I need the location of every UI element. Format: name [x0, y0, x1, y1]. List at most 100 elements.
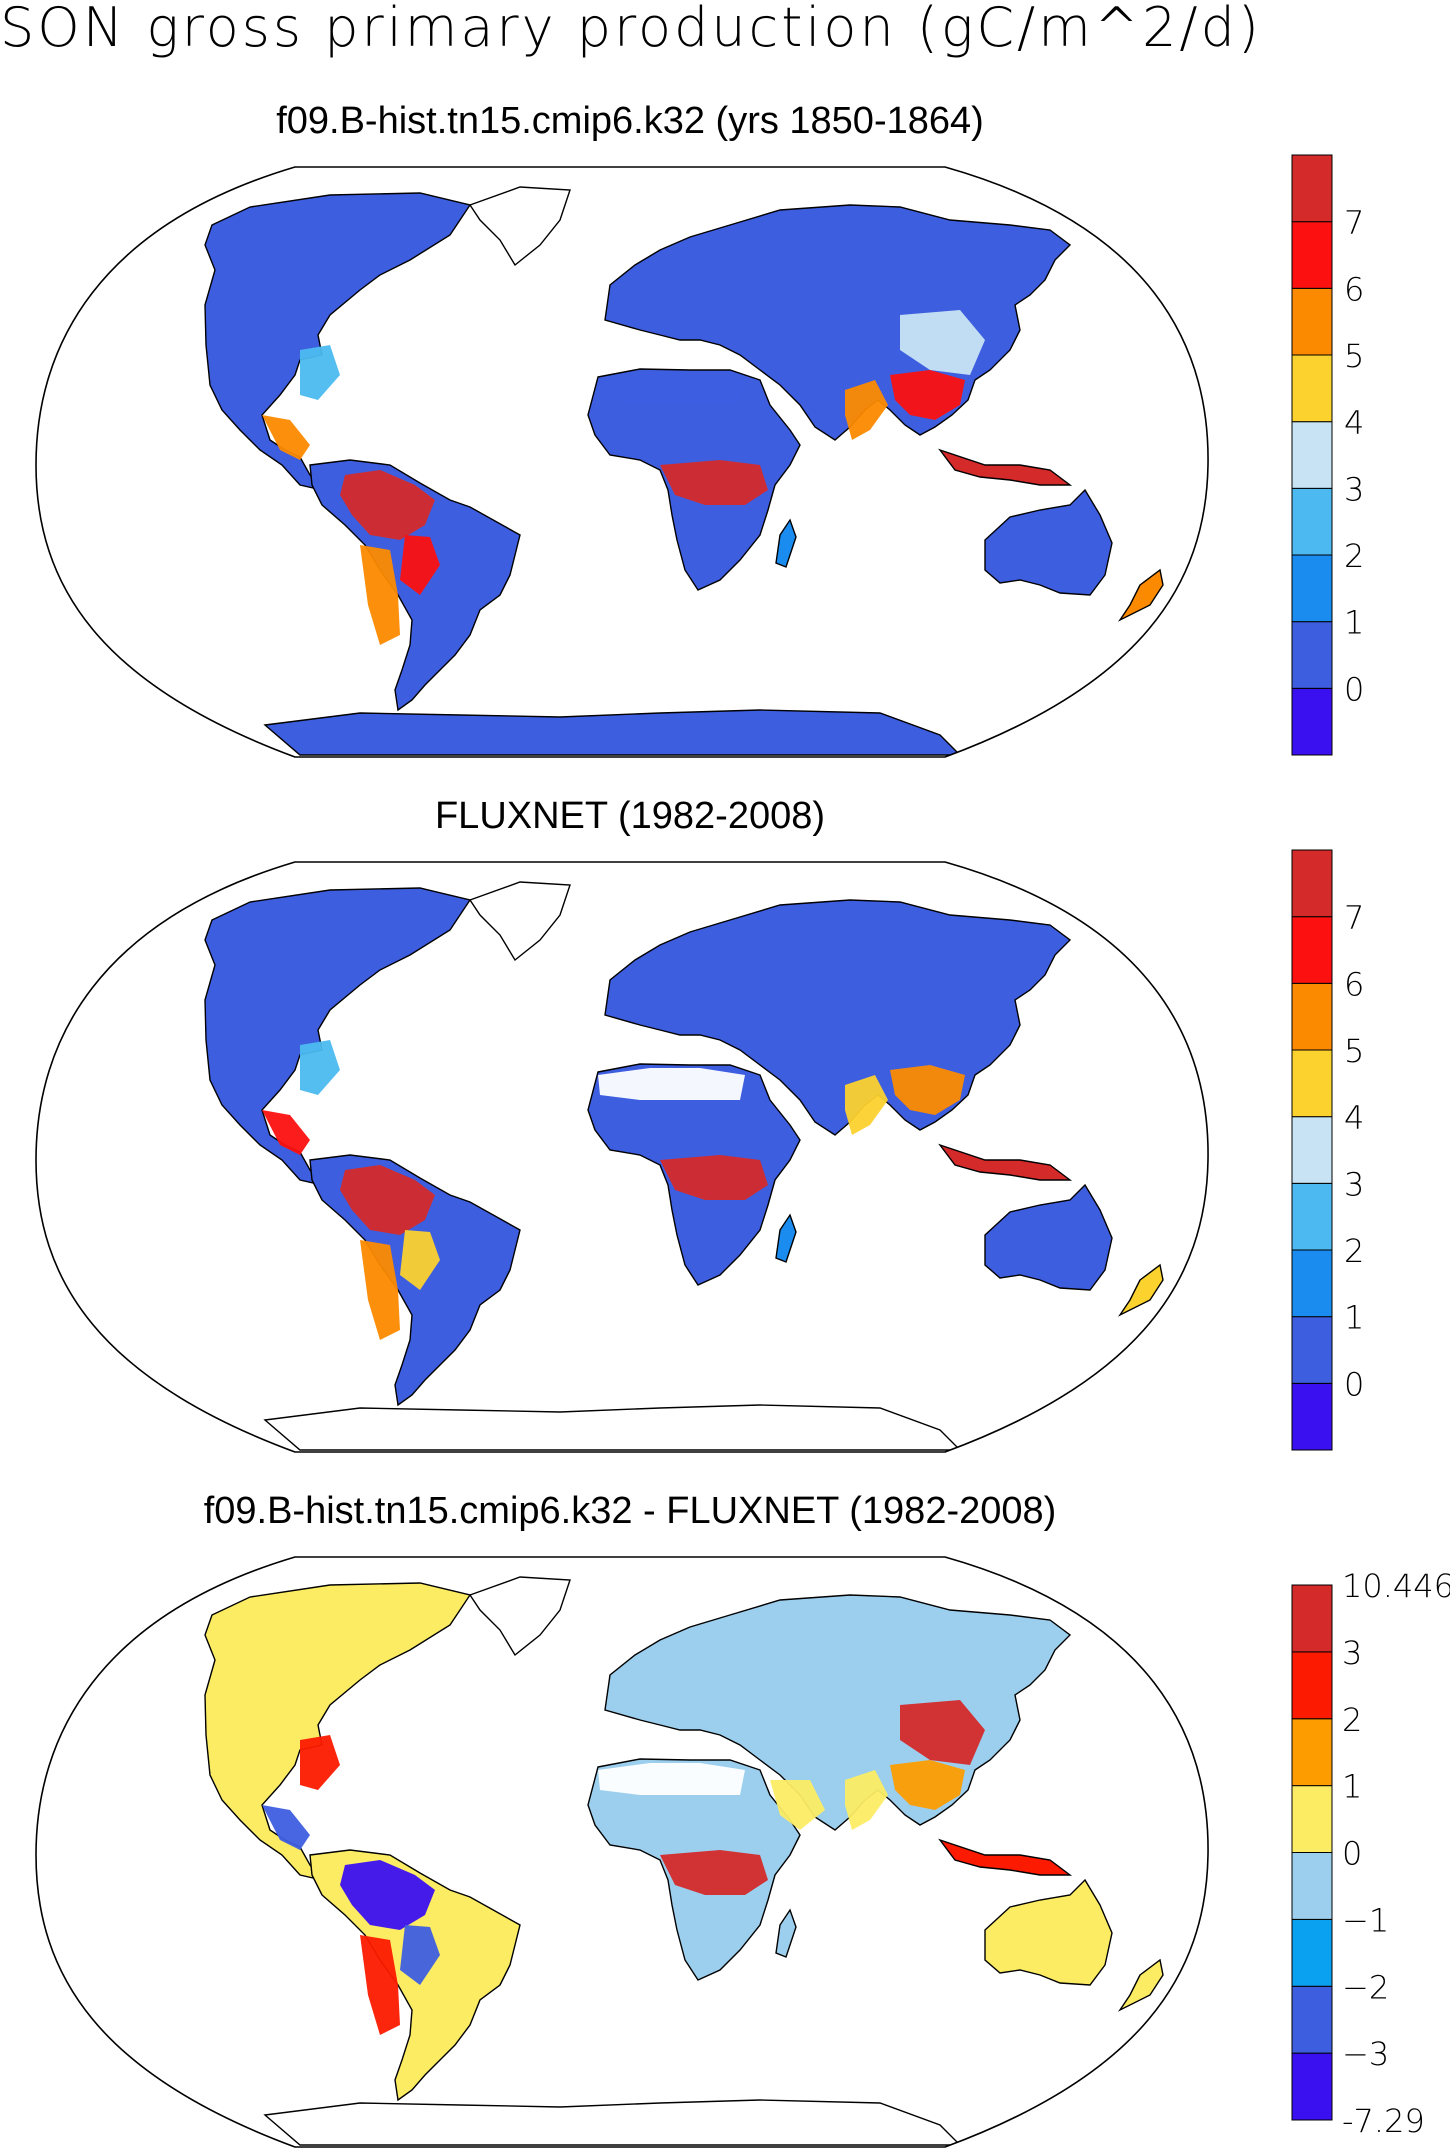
colorbar-tick-label: 5: [1344, 1032, 1364, 1070]
colorbar-tick-label: 1: [1344, 604, 1364, 642]
region-india: [845, 380, 888, 440]
colorbar-swatch: [1291, 1852, 1333, 1920]
colorbar-swatch: [1291, 849, 1333, 918]
landmass-nz: [1117, 1263, 1164, 1317]
landmass-madagascar: [775, 1213, 797, 1263]
colorbar-tick-label: 7: [1344, 204, 1364, 242]
colorbar-swatch: [1291, 1116, 1333, 1184]
colorbar-swatch: [1291, 354, 1333, 423]
map-land-layer: [204, 186, 1164, 756]
landmass-nz: [1117, 568, 1164, 622]
landmass-na: [204, 887, 472, 1187]
colorbar-tick-label: 2: [1344, 1232, 1364, 1270]
colorbar-tick-label: 1: [1344, 1299, 1364, 1337]
region-easternUS: [300, 345, 340, 400]
region-congo: [660, 1850, 768, 1895]
landmass-madagascar: [775, 1908, 797, 1958]
colorbar-swatch: [1291, 621, 1333, 689]
colorbar-tick-label: 0: [1342, 1835, 1362, 1873]
panel-title-model: f09.B-hist.tn15.cmip6.k32 (yrs 1850-1864…: [276, 100, 984, 142]
region-brazilSE: [400, 535, 440, 595]
region-seasia: [890, 370, 965, 420]
landmass-madagascar: [775, 518, 797, 568]
colorbar-swatch: [1291, 487, 1333, 556]
region-eastchina: [900, 1700, 985, 1765]
region-sahara: [598, 1068, 745, 1100]
colorbar-swatch: [1291, 421, 1333, 489]
colorbar-tick-label: 6: [1344, 965, 1364, 1003]
map-land-layer: [204, 881, 1164, 1451]
colorbar-swatch: [1291, 1049, 1333, 1118]
colorbar-swatch: [1291, 1718, 1333, 1787]
colorbar-tick-label: 3: [1344, 470, 1364, 508]
difference-gpp-map: [35, 1556, 1209, 2148]
region-mexico: [262, 1805, 310, 1850]
region-easternUS: [300, 1735, 340, 1790]
landmass-na: [204, 1582, 472, 1882]
colorbar-swatch: [1291, 221, 1333, 289]
landmass-greenland: [468, 186, 571, 267]
colorbar-tick-label: -7.29: [1342, 2102, 1425, 2140]
model-colorbar: 0 1 2 3 4 5 6 7: [1291, 154, 1364, 756]
colorbar-swatch: [1291, 554, 1333, 623]
landmass-australia: [984, 488, 1113, 596]
figure-title: SON gross primary production (gC/m^2/d): [0, 0, 1262, 59]
colorbar-tick-label: −1: [1342, 1901, 1389, 1939]
landmass-greenland: [468, 1576, 571, 1657]
colorbar-swatch: [1291, 1651, 1333, 1720]
landmass-na: [204, 192, 472, 492]
region-amazon: [340, 470, 435, 540]
colorbar-swatch: [1291, 1584, 1333, 1653]
colorbar-swatch: [1291, 1316, 1333, 1384]
landmass-indonesia: [938, 1143, 1073, 1181]
colorbar-tick-label: 4: [1344, 1099, 1364, 1137]
colorbar-swatch: [1291, 982, 1333, 1051]
region-india: [845, 1075, 888, 1135]
fluxnet-gpp-map: [35, 861, 1209, 1453]
region-outbackAU: [1000, 1910, 1100, 1970]
colorbar-swatch: [1291, 1182, 1333, 1251]
colorbar-tick-label: 3: [1344, 1165, 1364, 1203]
region-southamSW: [360, 545, 400, 645]
colorbar-tick-label: 0: [1344, 670, 1364, 708]
colorbar-swatch: [1291, 687, 1333, 756]
colorbar-swatch: [1291, 916, 1333, 984]
colorbar-tick-label: 2: [1342, 1701, 1362, 1739]
map-frame: [35, 166, 1209, 758]
colorbar-tick-label: −3: [1342, 2035, 1389, 2073]
difference-colorbar: -7.29 −3 −2 −1 0 1 2 3 10.446: [1291, 1567, 1450, 2140]
map-land-layer: [204, 1576, 1164, 2146]
region-eastchina: [900, 310, 985, 375]
landmass-nz: [1117, 1958, 1164, 2012]
colorbar-tick-label: 2: [1344, 537, 1364, 575]
colorbar-swatch: [1291, 2052, 1333, 2121]
landmass-antarctica: [263, 709, 962, 756]
colorbar-tick-label: 1: [1342, 1768, 1362, 1806]
region-congo: [660, 460, 768, 505]
region-amazon: [340, 1860, 435, 1930]
colorbar-swatch: [1291, 1249, 1333, 1318]
colorbar-swatch: [1291, 1382, 1333, 1451]
fluxnet-colorbar: 0 1 2 3 4 5 6 7: [1291, 849, 1364, 1451]
colorbar-swatch: [1291, 154, 1333, 223]
landmass-antarctica: [263, 2099, 962, 2146]
colorbar-tick-label: 6: [1344, 270, 1364, 308]
region-brazilSE: [400, 1230, 440, 1290]
region-congo: [660, 1155, 768, 1200]
colorbar-tick-label: 5: [1344, 337, 1364, 375]
region-seasia: [890, 1065, 965, 1115]
region-mexico: [262, 1110, 310, 1155]
region-seasia: [890, 1760, 965, 1810]
colorbar-tick-label: 7: [1344, 899, 1364, 937]
region-southamSW: [360, 1240, 400, 1340]
landmass-greenland: [468, 881, 571, 962]
region-arabia: [770, 1780, 825, 1830]
landmass-indonesia: [938, 1838, 1073, 1876]
colorbar-swatch: [1291, 1918, 1333, 1987]
colorbar-tick-label: 3: [1342, 1634, 1362, 1672]
model-gpp-map: [35, 166, 1209, 758]
colorbar-tick-label: 0: [1344, 1365, 1364, 1403]
region-sahara: [598, 373, 745, 405]
colorbar-tick-label: −2: [1342, 1968, 1389, 2006]
colorbar-tick-label: 4: [1344, 404, 1364, 442]
